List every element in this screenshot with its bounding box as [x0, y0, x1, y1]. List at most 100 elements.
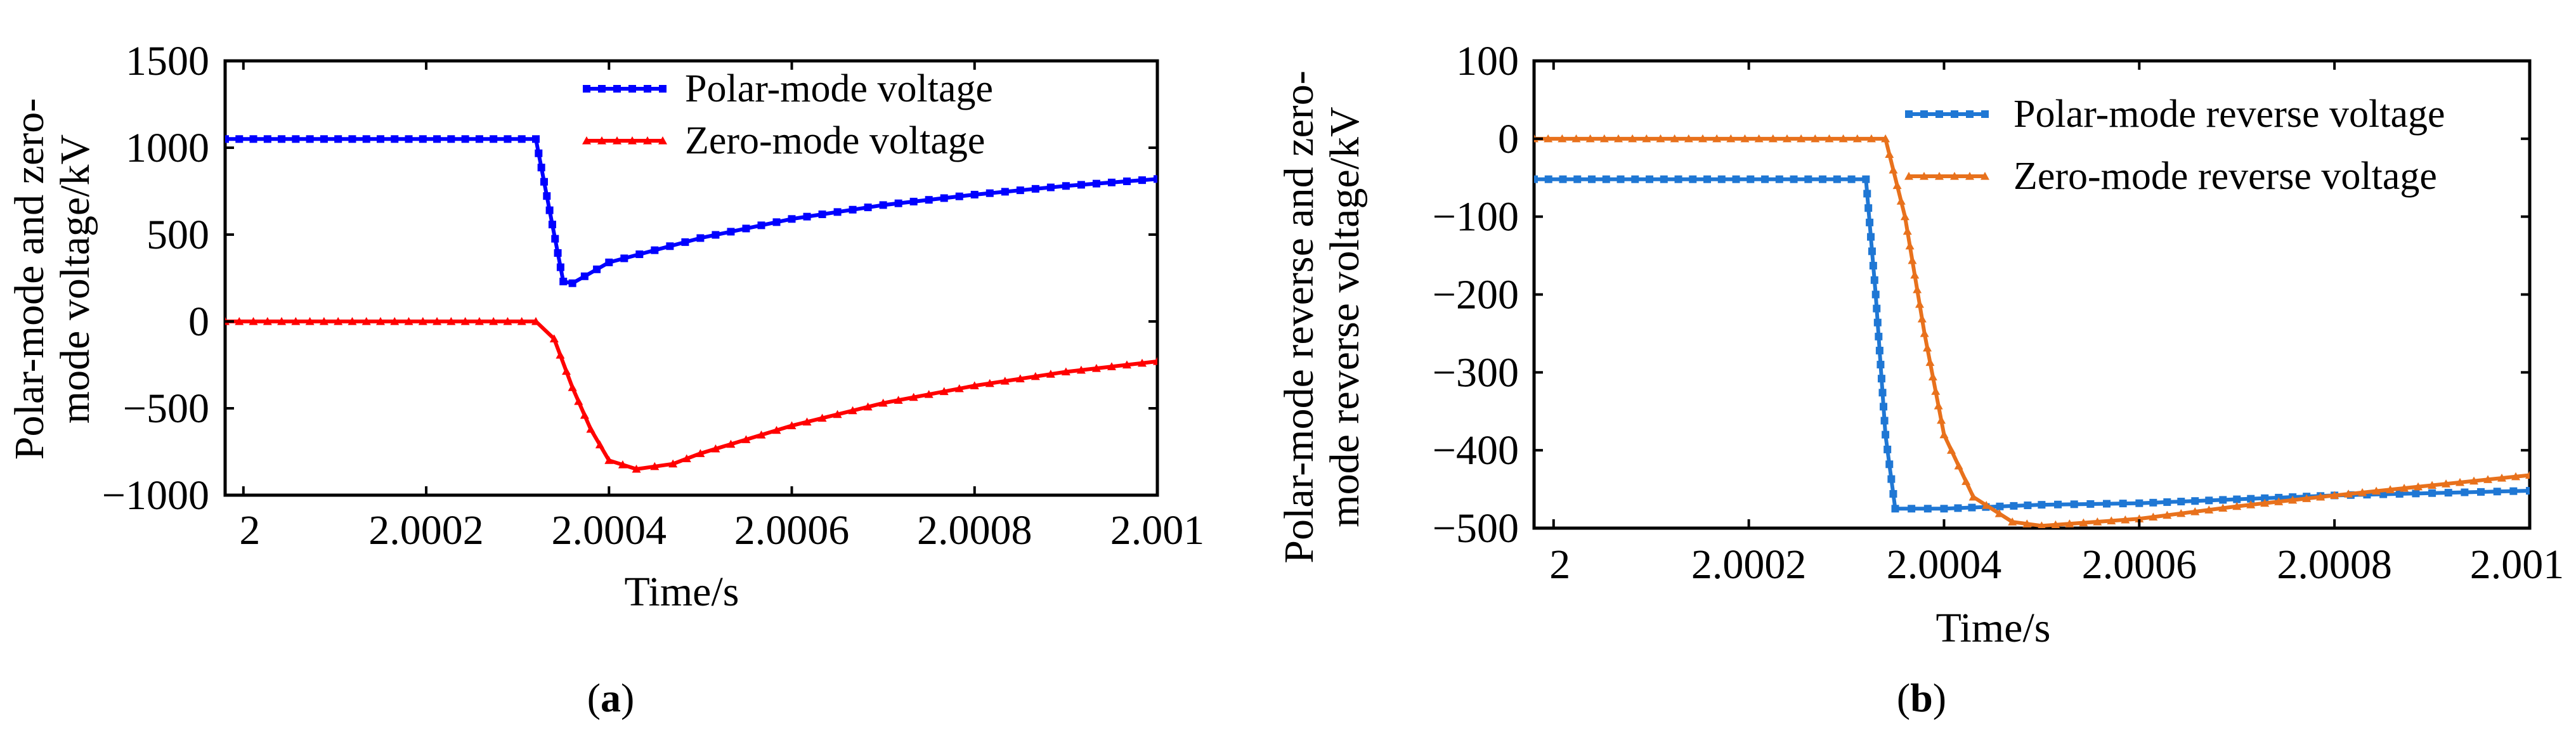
- data-point: [1928, 372, 1937, 380]
- data-point: [348, 135, 356, 143]
- data-point: [2008, 517, 2017, 526]
- series-layer: [1534, 134, 2530, 528]
- data-point: [1866, 218, 1874, 226]
- data-point: [2274, 497, 2284, 505]
- data-point: [2204, 505, 2214, 514]
- y-tick-label: −200: [1433, 272, 1519, 318]
- legend-item: Zero-mode voltage: [582, 119, 985, 162]
- data-point: [1544, 175, 1552, 183]
- data-point: [1811, 134, 1820, 143]
- data-point: [543, 192, 551, 200]
- x-tick-label: 2: [239, 507, 260, 554]
- data-point: [681, 238, 689, 246]
- data-point: [2107, 516, 2116, 525]
- data-point: [1819, 175, 1827, 183]
- data-point: [405, 135, 413, 143]
- data-point: [925, 196, 933, 204]
- data-point: [1862, 175, 1870, 183]
- data-point: [595, 440, 604, 449]
- data-point: [2247, 495, 2255, 503]
- data-point: [2493, 488, 2501, 496]
- data-point: [1866, 134, 1876, 143]
- data-point: [2428, 481, 2437, 489]
- data-point: [1138, 176, 1146, 184]
- data-point: [1137, 358, 1147, 367]
- data-point: [1684, 134, 1693, 143]
- data-point: [2483, 475, 2493, 483]
- data-point: [1905, 241, 1915, 250]
- data-point: [1896, 197, 1906, 205]
- data-point: [1000, 377, 1010, 385]
- data-point: [545, 206, 554, 214]
- data-point: [503, 317, 512, 325]
- data-point: [249, 135, 257, 143]
- data-point: [1965, 172, 1974, 180]
- x-axis-title: Time/s: [625, 569, 739, 615]
- x-tick-label: 2.0004: [552, 507, 667, 554]
- data-point: [348, 317, 357, 325]
- data-point: [540, 178, 548, 186]
- data-point: [1122, 360, 1131, 369]
- data-point: [848, 406, 857, 415]
- data-point: [1925, 358, 1935, 366]
- data-point: [2093, 517, 2102, 526]
- data-point: [628, 136, 637, 145]
- data-point: [334, 317, 343, 325]
- data-point: [1935, 172, 1944, 180]
- data-point: [554, 249, 562, 257]
- data-point: [1954, 461, 1963, 470]
- data-point: [2386, 485, 2395, 493]
- x-tick-label: 2.0002: [368, 507, 484, 554]
- data-point: [1875, 332, 1883, 340]
- data-point: [1915, 299, 1924, 308]
- data-point: [2232, 502, 2242, 510]
- data-point: [726, 439, 736, 448]
- legend-label: Zero-mode reverse voltage: [2013, 155, 2437, 198]
- data-point: [1534, 175, 1538, 183]
- y-axis-title-line-2: mode voltage/kV: [52, 134, 98, 424]
- data-point: [1996, 502, 2004, 510]
- data-point: [306, 135, 314, 143]
- data-point: [2330, 491, 2339, 500]
- data-point: [1892, 181, 1902, 190]
- data-point: [580, 272, 589, 280]
- data-point: [517, 135, 526, 143]
- data-point: [235, 317, 244, 325]
- data-point: [2358, 488, 2367, 496]
- data-point: [604, 456, 614, 464]
- data-point: [1920, 172, 1929, 180]
- data-point: [1903, 226, 1912, 235]
- y-tick-label: −100: [1433, 194, 1519, 240]
- data-point: [1867, 233, 1875, 241]
- y-tick-label: −400: [1433, 427, 1519, 474]
- data-point: [864, 204, 872, 212]
- y-axis-title-line-1: Polar-mode and zero-: [6, 98, 53, 460]
- data-point: [225, 135, 229, 143]
- data-point: [535, 149, 543, 157]
- data-point: [559, 277, 568, 285]
- data-point: [1908, 256, 1917, 264]
- data-point: [1558, 134, 1567, 143]
- data-point: [2070, 500, 2078, 508]
- series-polar-mode-reverse-voltage: [1534, 175, 2530, 513]
- data-point: [2121, 515, 2130, 524]
- x-axis-title: Time/s: [1936, 605, 2051, 651]
- data-point: [1107, 362, 1116, 370]
- data-point: [1122, 177, 1131, 185]
- data-point: [817, 413, 827, 422]
- data-point: [1790, 175, 1798, 183]
- data-point: [362, 135, 370, 143]
- data-point: [1868, 247, 1876, 256]
- data-point: [2444, 489, 2452, 497]
- data-point: [1881, 134, 1890, 143]
- data-point: [632, 464, 641, 473]
- data-point: [712, 231, 720, 239]
- data-point: [556, 263, 564, 271]
- data-point: [1864, 204, 1873, 212]
- data-point: [863, 402, 873, 411]
- data-point: [1873, 318, 1882, 327]
- panel-letter: b: [1910, 675, 1933, 720]
- data-point: [696, 234, 705, 242]
- data-point: [1825, 134, 1834, 143]
- data-point: [390, 317, 400, 325]
